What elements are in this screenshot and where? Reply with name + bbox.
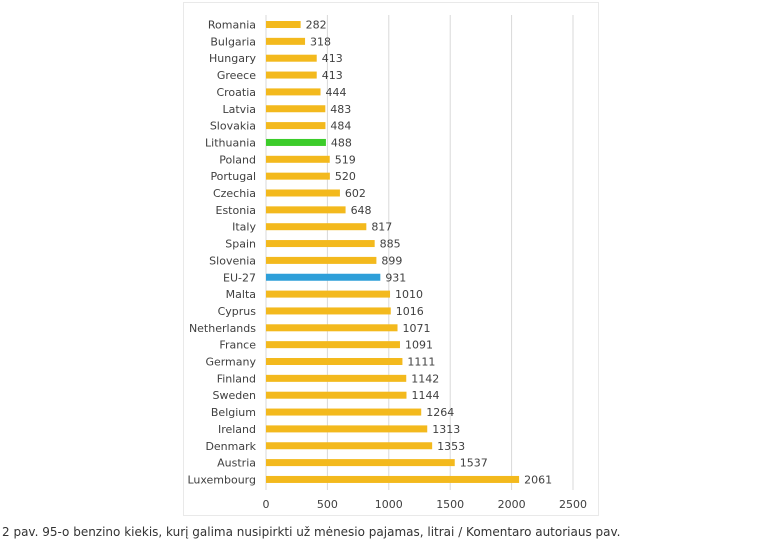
category-label: Austria — [217, 457, 256, 470]
bar — [266, 391, 407, 399]
value-label: 1111 — [407, 356, 435, 369]
value-label: 488 — [331, 136, 352, 149]
bar — [266, 442, 433, 450]
category-label: Denmark — [205, 440, 256, 453]
bar — [266, 88, 321, 96]
value-label: 444 — [326, 86, 347, 99]
value-label: 1353 — [437, 440, 465, 453]
category-label: Ireland — [218, 423, 256, 436]
value-label: 1071 — [403, 322, 431, 335]
category-label: France — [219, 339, 256, 352]
bar-layer — [266, 21, 520, 483]
bar — [266, 307, 391, 315]
category-label: Latvia — [223, 103, 257, 116]
bar — [266, 71, 317, 79]
value-label: 1142 — [411, 372, 439, 385]
category-label: Hungary — [209, 52, 256, 65]
category-label: Slovenia — [209, 254, 256, 267]
bar — [266, 256, 377, 264]
bar — [266, 290, 391, 298]
value-label: 1144 — [411, 389, 439, 402]
x-tick-label: 1000 — [375, 498, 403, 511]
value-label: 520 — [335, 170, 356, 183]
value-label: 519 — [335, 153, 356, 166]
category-label: Belgium — [211, 406, 256, 419]
value-label: 413 — [322, 52, 343, 65]
bar — [266, 408, 422, 416]
value-label: 899 — [381, 254, 402, 267]
bar — [266, 172, 330, 180]
category-label: Slovakia — [210, 120, 256, 133]
category-label: Spain — [225, 238, 256, 251]
bar — [266, 223, 367, 231]
value-label: 282 — [306, 19, 327, 32]
category-label: Lithuania — [205, 136, 256, 149]
value-label: 1537 — [460, 457, 488, 470]
figure-caption: 2 pav. 95-o benzino kiekis, kurį galima … — [2, 525, 621, 539]
value-label: 484 — [330, 120, 351, 133]
bar — [266, 273, 381, 281]
value-label: 413 — [322, 69, 343, 82]
bar — [266, 425, 428, 433]
category-label: Poland — [219, 153, 256, 166]
value-label: 2061 — [524, 473, 552, 486]
category-label: Romania — [208, 19, 256, 32]
bar — [266, 206, 346, 214]
bar — [266, 189, 340, 197]
category-label: Greece — [217, 69, 256, 82]
value-label: 1016 — [396, 305, 424, 318]
bar — [266, 358, 403, 365]
bar — [266, 240, 375, 248]
value-label: 483 — [330, 103, 351, 116]
value-label: 931 — [385, 271, 406, 284]
category-label: Czechia — [213, 187, 256, 200]
chart-panel: Romania Bulgaria Hungary Greece Croatia Latvi… — [183, 2, 599, 516]
bar — [266, 324, 398, 332]
grid-layer — [265, 15, 574, 490]
category-label: Cyprus — [218, 305, 257, 318]
bar — [266, 374, 407, 382]
x-tick-label: 1500 — [436, 498, 464, 511]
category-label: Portugal — [210, 170, 256, 183]
x-tick-labels: 0 500 1000 1500 2000 2500 — [263, 498, 588, 511]
value-label: 817 — [371, 221, 392, 234]
value-label: 1091 — [405, 339, 433, 352]
value-label: 1264 — [426, 406, 454, 419]
value-label: 648 — [351, 204, 372, 217]
value-label: 1313 — [432, 423, 460, 436]
bar — [266, 105, 326, 113]
category-label: Sweden — [213, 389, 256, 402]
bar — [266, 475, 520, 483]
category-label: Finland — [217, 372, 256, 385]
value-label: 318 — [310, 35, 331, 48]
bar — [266, 341, 400, 349]
value-label: 602 — [345, 187, 366, 200]
category-label: EU-27 — [223, 271, 256, 284]
bar — [266, 21, 301, 28]
value-label: 885 — [380, 238, 401, 251]
category-label: Malta — [226, 288, 256, 301]
bar — [266, 54, 317, 62]
category-label: Estonia — [216, 204, 257, 217]
bar-chart: Romania Bulgaria Hungary Greece Croatia Latvi… — [187, 15, 588, 511]
x-tick-label: 2000 — [498, 498, 526, 511]
bar — [266, 459, 455, 467]
value-labels: 282 318 413 413 444 483 484 488 519 520 602 648 817 8… — [306, 19, 552, 487]
value-label: 1010 — [395, 288, 423, 301]
category-label: Netherlands — [189, 322, 256, 335]
bar — [266, 155, 330, 163]
x-tick-label: 0 — [263, 498, 270, 511]
category-label: Luxembourg — [187, 473, 256, 486]
x-tick-label: 500 — [317, 498, 338, 511]
category-label: Germany — [205, 356, 256, 369]
bar — [266, 122, 326, 130]
x-tick-label: 2500 — [559, 498, 587, 511]
category-labels: Romania Bulgaria Hungary Greece Croatia Latvi… — [187, 19, 256, 487]
bar — [266, 138, 326, 146]
bar — [266, 37, 306, 45]
category-label: Bulgaria — [210, 35, 256, 48]
category-label: Croatia — [216, 86, 256, 99]
category-label: Italy — [232, 221, 256, 234]
